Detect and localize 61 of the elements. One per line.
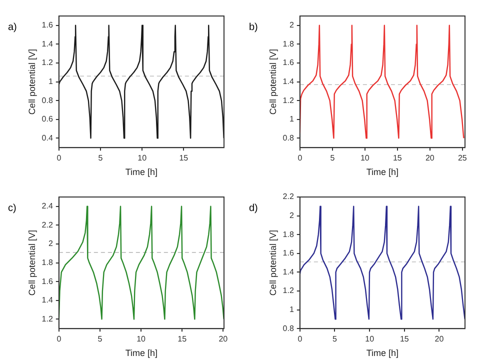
x-tick-label: 5	[98, 334, 103, 344]
y-tick-label: 1.4	[282, 77, 294, 86]
x-tick-label: 20	[218, 334, 228, 344]
x-tick-label: 0	[56, 334, 62, 344]
x-tick-label: 20	[434, 334, 444, 344]
y-axis-title: Cell potential [V]	[26, 230, 37, 296]
y-tick-label: 1.4	[282, 267, 294, 276]
y-tick-label: 1.6	[42, 276, 54, 286]
x-tick-label: 10	[360, 154, 370, 163]
x-tick-label: 20	[425, 154, 435, 163]
x-tick-label: 5	[332, 334, 338, 344]
y-tick-label: 0.4	[42, 133, 54, 142]
y-tick-label: 2.4	[42, 202, 54, 211]
x-axis-title: Time [h]	[125, 167, 158, 178]
x-tick-label: 5	[98, 154, 104, 163]
x-axis-title: Time [h]	[366, 167, 399, 178]
y-tick-label: 2	[289, 20, 294, 30]
y-tick-label: 0.8	[42, 96, 54, 105]
y-tick-label: 1.6	[42, 20, 54, 30]
x-tick-label: 0	[298, 334, 303, 344]
y-tick-label: 1	[289, 305, 294, 314]
y-tick-label: 2.2	[42, 220, 54, 230]
x-tick-label: 5	[330, 154, 336, 163]
y-tick-label: 1.2	[282, 286, 294, 296]
text: b)	[249, 22, 258, 33]
y-tick-label: 1.4	[42, 39, 54, 48]
x-tick-label: 0	[298, 154, 303, 163]
x-tick-label: 0	[56, 154, 62, 163]
x-tick-label: 15	[400, 334, 410, 344]
y-tick-label: 2.2	[282, 192, 294, 202]
y-tick-label: 1.2	[42, 58, 54, 68]
y-axis-title: Cell potential [V]	[268, 230, 278, 296]
x-axis-title: Time [h]	[366, 348, 399, 358]
text: a)	[8, 22, 17, 33]
x-tick-label: 10	[365, 334, 375, 344]
x-tick-label: 25	[458, 154, 468, 163]
x-tick-label: 10	[138, 154, 148, 163]
y-tick-label: 1.8	[42, 258, 54, 268]
y-tick-label: 0.6	[42, 114, 54, 124]
x-tick-label: 10	[136, 334, 146, 344]
y-tick-label: 1.8	[282, 230, 294, 239]
x-tick-label: 15	[178, 334, 188, 344]
y-tick-label: 0.8	[282, 133, 294, 142]
text: c)	[8, 202, 16, 214]
y-tick-label: 1.2	[282, 96, 294, 105]
text: d)	[249, 202, 258, 214]
y-tick-label: 0.8	[282, 324, 294, 333]
y-tick-label: 1.6	[282, 58, 294, 68]
y-tick-label: 1	[289, 114, 294, 124]
y-tick-label: 1.2	[42, 314, 54, 324]
y-tick-label: 1.8	[282, 39, 294, 48]
x-tick-label: 15	[392, 154, 402, 163]
y-tick-label: 2	[48, 239, 54, 248]
y-tick-label: 1.6	[282, 248, 294, 258]
y-tick-label: 2	[289, 211, 294, 220]
y-axis-title: Cell potential [V]	[26, 49, 37, 115]
x-axis-title: Time [h]	[125, 348, 158, 358]
y-tick-label: 1	[48, 77, 54, 86]
y-axis-title: Cell potential [V]	[268, 49, 278, 115]
y-tick-label: 1.4	[42, 296, 54, 305]
x-tick-label: 15	[179, 154, 189, 163]
